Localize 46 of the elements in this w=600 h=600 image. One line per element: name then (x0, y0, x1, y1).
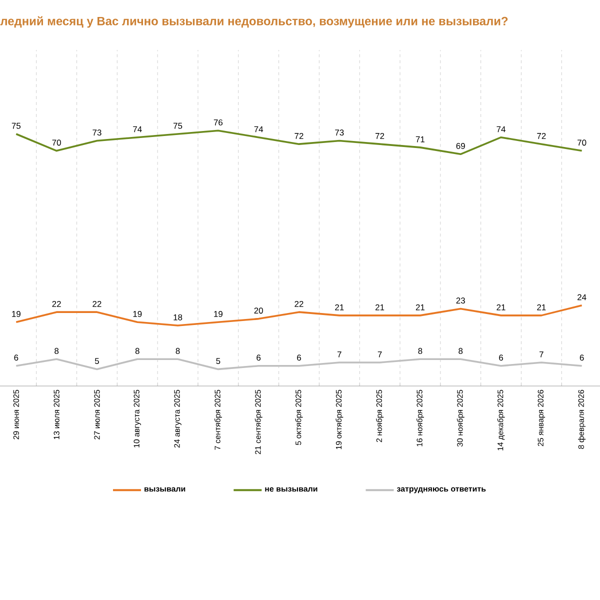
data-label: 19 (214, 310, 222, 317)
data-label: 8 (458, 348, 463, 354)
data-label: 73 (335, 130, 344, 136)
data-label: 22 (52, 300, 61, 307)
data-label: 8 (135, 348, 140, 354)
data-label: 71 (416, 136, 425, 142)
data-label: 20 (254, 308, 263, 314)
data-label: 22 (294, 300, 304, 307)
data-label: 75 (12, 122, 21, 129)
data-label: 21 (496, 304, 506, 310)
data-label: 75 (174, 122, 182, 129)
data-label: 72 (294, 132, 304, 139)
data-label: 74 (133, 126, 142, 132)
data-label: 76 (214, 119, 223, 126)
data-label: 6 (580, 354, 584, 361)
data-label: 5 (94, 358, 99, 364)
chart-title: ледний месяц у Вас лично вызывали недовольство, возмущение или не вызывали? (0, 16, 508, 28)
data-label: 74 (254, 126, 264, 132)
data-label: 6 (14, 354, 18, 361)
data-label: 72 (537, 132, 546, 139)
data-label: 72 (376, 132, 384, 139)
data-label: 7 (378, 351, 382, 358)
data-label: 69 (456, 142, 465, 149)
data-label: 7 (540, 351, 544, 358)
data-label: 24 (578, 294, 586, 300)
data-label: 7 (337, 351, 342, 358)
data-label: 18 (174, 314, 182, 320)
data-label: 6 (256, 354, 261, 361)
data-label: 8 (54, 348, 59, 354)
data-label: 21 (335, 304, 344, 310)
data-label: 21 (376, 304, 384, 310)
data-label: 8 (176, 348, 180, 354)
data-label: 8 (418, 348, 422, 354)
data-label: 70 (52, 140, 61, 146)
data-label: 70 (578, 140, 586, 146)
data-label: 6 (297, 354, 301, 361)
data-label: 19 (133, 310, 142, 317)
data-label: 74 (496, 126, 506, 132)
data-label: 21 (537, 304, 546, 310)
data-label: 5 (216, 358, 220, 364)
data-label: 22 (92, 300, 102, 307)
data-label: 73 (92, 130, 102, 136)
data-label: 19 (12, 310, 20, 317)
data-label: 23 (456, 298, 465, 304)
data-label: 6 (499, 354, 504, 361)
data-label: 21 (416, 304, 425, 310)
